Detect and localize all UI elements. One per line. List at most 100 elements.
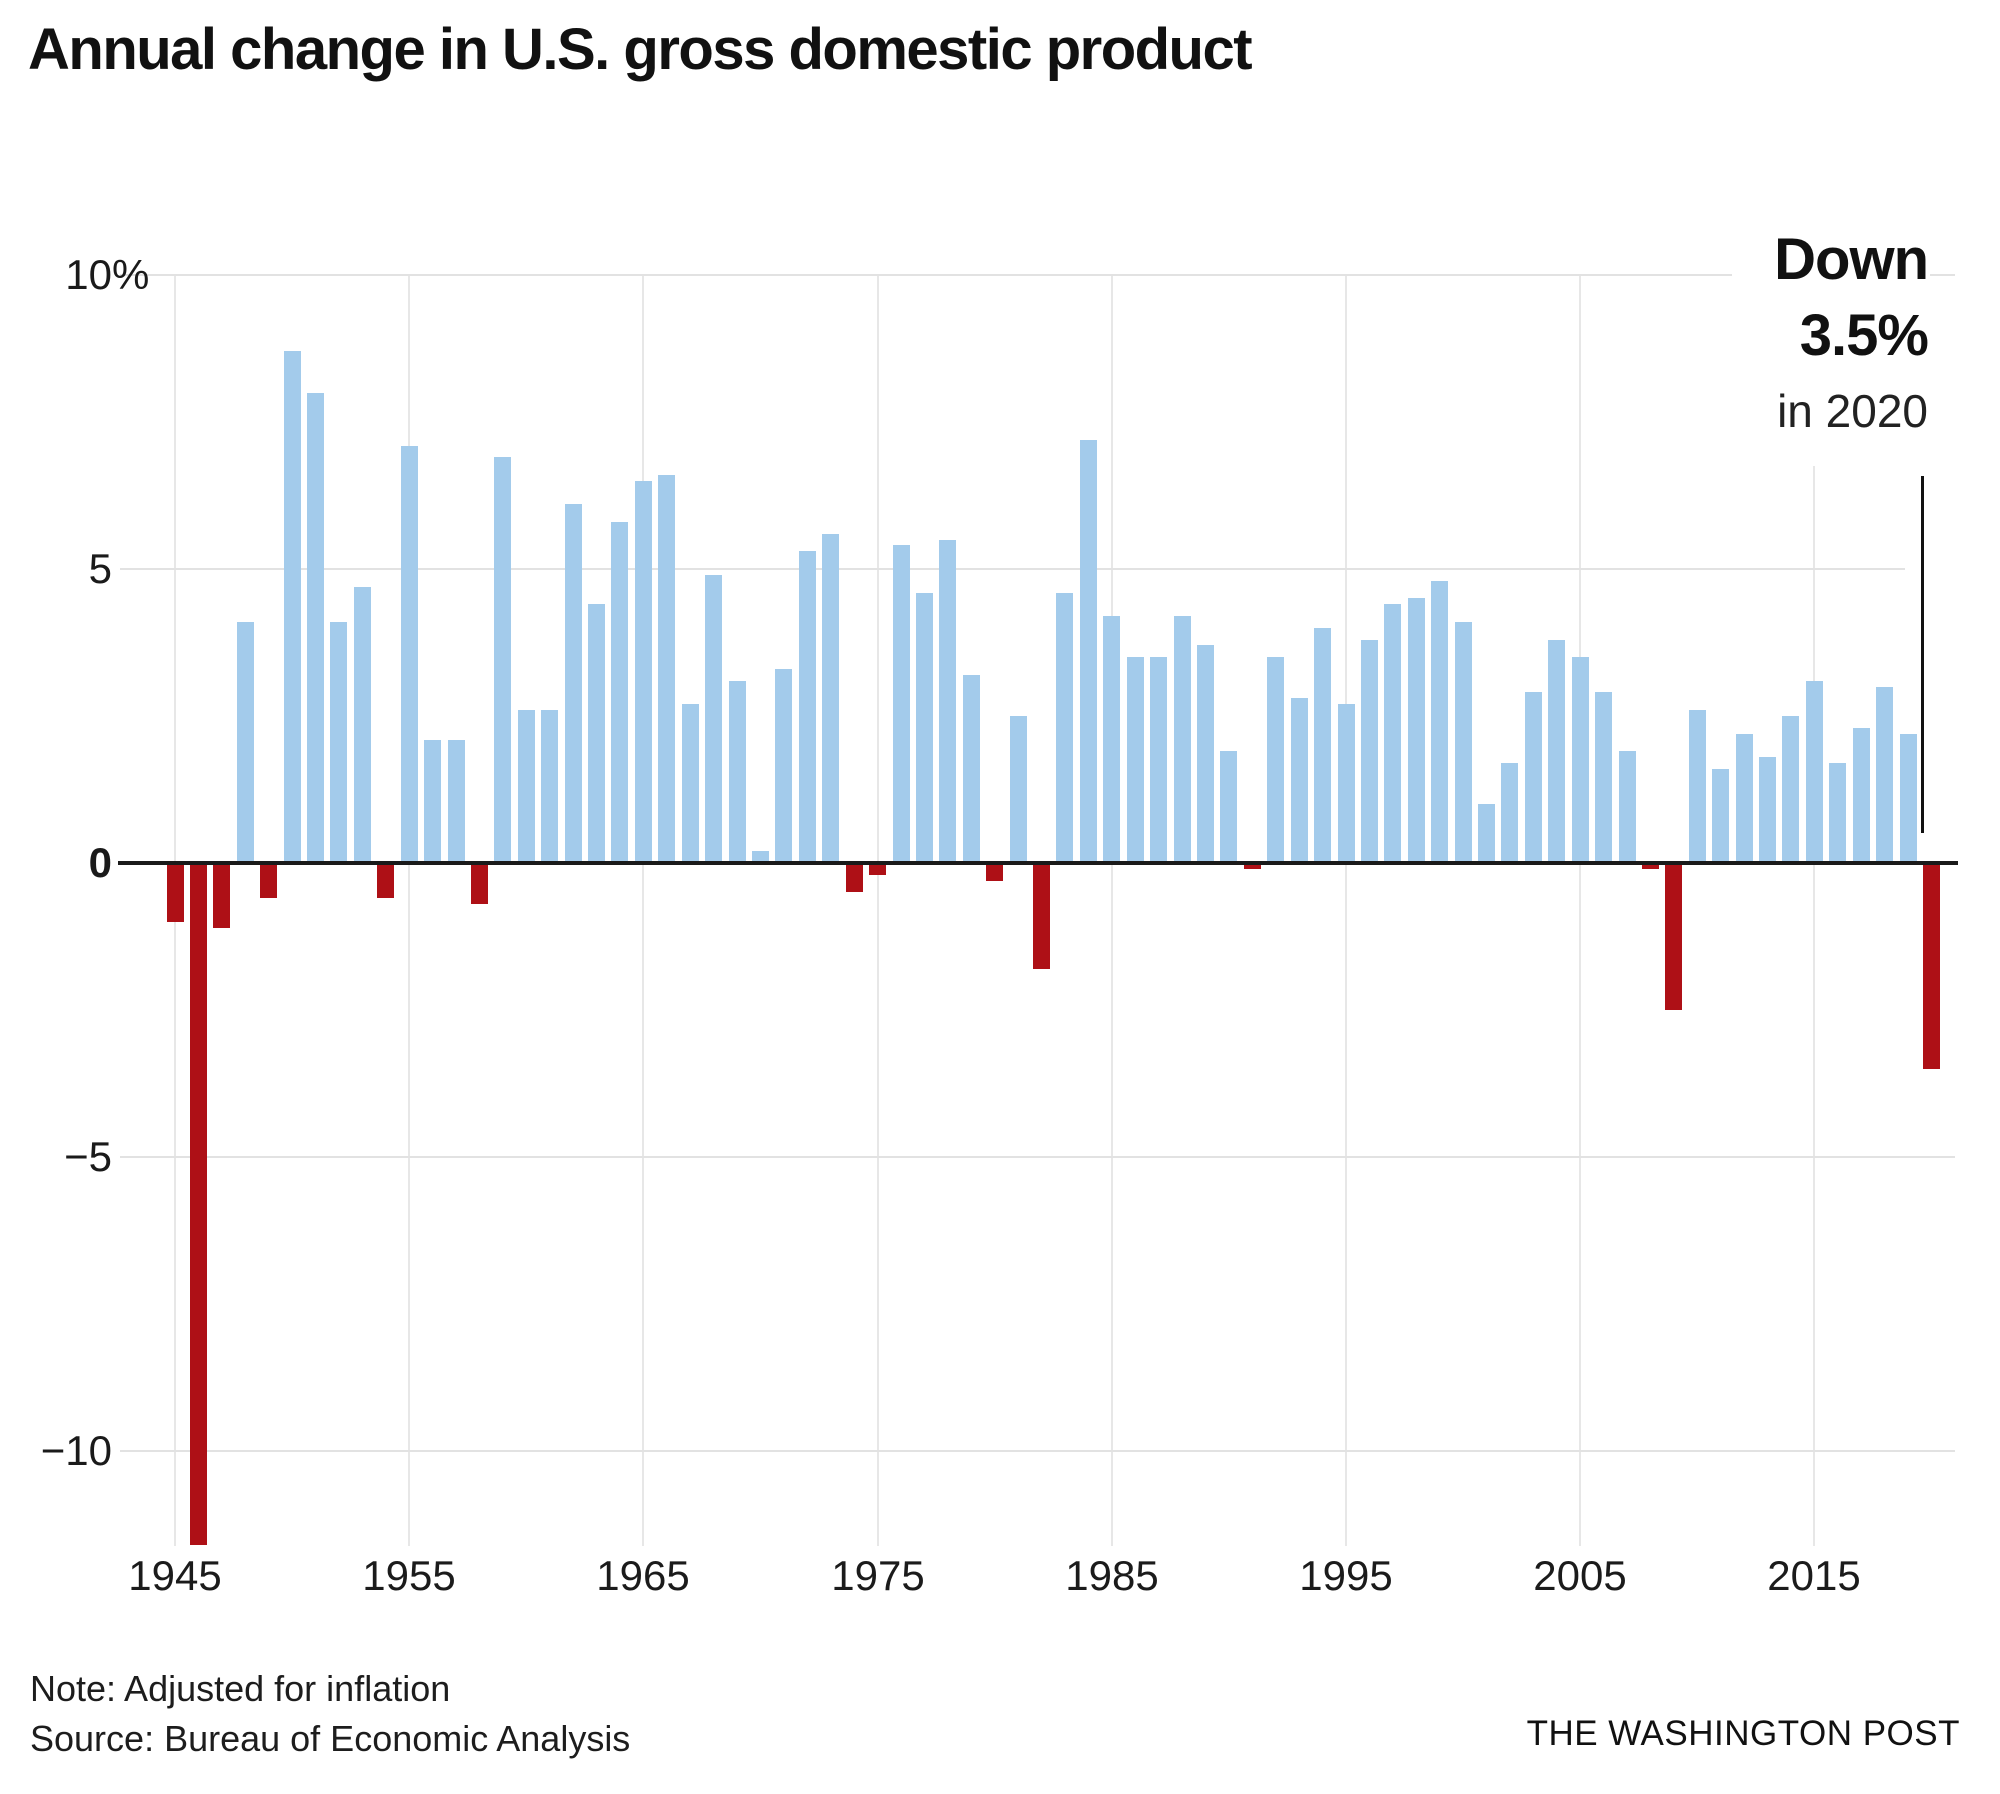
gdp-bar-2004 bbox=[1548, 640, 1565, 863]
gdp-bar-1956 bbox=[424, 740, 441, 863]
gdp-bar-2018 bbox=[1876, 687, 1893, 863]
gdp-bar-2016 bbox=[1829, 763, 1846, 863]
gdp-bar-1973 bbox=[822, 534, 839, 863]
y-axis-label-0: 0 bbox=[88, 839, 112, 886]
gdp-bar-1969 bbox=[729, 681, 746, 863]
gdp-bar-1983 bbox=[1056, 593, 1073, 863]
gdp-bar-1998 bbox=[1408, 598, 1425, 863]
gdp-bar-1948 bbox=[237, 622, 254, 863]
gdp-bar-2005 bbox=[1572, 657, 1589, 863]
annotation-year: in 2020 bbox=[1777, 385, 1928, 437]
x-axis-label-1945: 1945 bbox=[128, 1552, 222, 1599]
gdp-bar-1994 bbox=[1314, 628, 1331, 863]
gdp-bar-2013 bbox=[1759, 757, 1776, 863]
gdp-bar-2006 bbox=[1595, 692, 1612, 863]
gdp-bar-1986 bbox=[1127, 657, 1144, 863]
gdp-bar-1979 bbox=[963, 675, 980, 863]
gdp-bar-1995 bbox=[1338, 704, 1355, 863]
gridline--10pct bbox=[120, 1450, 1955, 1452]
gdp-bar-1949 bbox=[260, 863, 277, 898]
gdp-bar-1997 bbox=[1384, 604, 1401, 863]
zero-baseline bbox=[118, 861, 1958, 865]
chart-title: Annual change in U.S. gross domestic pro… bbox=[28, 17, 1253, 82]
x-axis-label-1955: 1955 bbox=[362, 1552, 456, 1599]
gdp-bar-1965 bbox=[635, 481, 652, 863]
gdp-bar-1981 bbox=[1010, 716, 1027, 863]
gdp-bar-1996 bbox=[1361, 640, 1378, 863]
annotation-direction: Down bbox=[1774, 227, 1929, 292]
vertical-gridline-1955 bbox=[408, 275, 410, 1546]
vertical-gridline-1965 bbox=[642, 275, 644, 1546]
gdp-bar-2007 bbox=[1619, 751, 1636, 863]
gdp-bar-1964 bbox=[611, 522, 628, 863]
gdp-bar-2009 bbox=[1665, 863, 1682, 1010]
gdp-bar-1991 bbox=[1244, 863, 1261, 869]
gdp-bar-1950 bbox=[284, 351, 301, 863]
gdp-bar-1982 bbox=[1033, 863, 1050, 969]
y-axis-label-10: 10% bbox=[65, 251, 150, 298]
gdp-bar-2008 bbox=[1642, 863, 1659, 869]
annotation-leader-line bbox=[1921, 476, 1924, 833]
source-text: Source: Bureau of Economic Analysis bbox=[30, 1718, 631, 1759]
vertical-gridline-1975 bbox=[877, 275, 879, 1546]
gdp-bar-2003 bbox=[1525, 692, 1542, 863]
gdp-bar-1968 bbox=[705, 575, 722, 863]
annotation-down-2020: Down 3.5% in 2020 bbox=[1732, 186, 1930, 466]
gdp-bar-2011 bbox=[1712, 769, 1729, 863]
gdp-bar-1984 bbox=[1080, 440, 1097, 863]
gdp-bar-1971 bbox=[775, 669, 792, 863]
gdp-bar-1977 bbox=[916, 593, 933, 863]
gdp-bar-1988 bbox=[1174, 616, 1191, 863]
gdp-bar-1955 bbox=[401, 446, 418, 863]
gdp-bar-1967 bbox=[682, 704, 699, 863]
gdp-bar-2001 bbox=[1478, 804, 1495, 863]
gdp-bar-1990 bbox=[1220, 751, 1237, 863]
note-text: Note: Adjusted for inflation bbox=[30, 1668, 451, 1709]
gdp-bar-2015 bbox=[1806, 681, 1823, 863]
gdp-bar-1954 bbox=[377, 863, 394, 898]
gdp-bar-2010 bbox=[1689, 710, 1706, 863]
vertical-gridline-2005 bbox=[1579, 275, 1581, 1546]
gdp-bar-1980 bbox=[986, 863, 1003, 881]
gdp-bar-1974 bbox=[846, 863, 863, 892]
gdp-bar-1963 bbox=[588, 604, 605, 863]
x-axis-label-1995: 1995 bbox=[1299, 1552, 1393, 1599]
vertical-gridline-1995 bbox=[1345, 275, 1347, 1546]
gdp-bar-1993 bbox=[1291, 698, 1308, 863]
x-axis-label-1965: 1965 bbox=[596, 1552, 690, 1599]
gdp-bar-2017 bbox=[1853, 728, 1870, 863]
gdp-bar-2020 bbox=[1923, 863, 1940, 1069]
gdp-bar-1999 bbox=[1431, 581, 1448, 863]
y-axis-label--5: −5 bbox=[64, 1133, 112, 1180]
gdp-bar-1952 bbox=[330, 622, 347, 863]
gdp-bar-1951 bbox=[307, 393, 324, 863]
gdp-bar-2019 bbox=[1900, 734, 1917, 863]
x-axis-label-2015: 2015 bbox=[1767, 1552, 1861, 1599]
y-axis-label-5: 5 bbox=[88, 545, 112, 592]
gdp-bar-1957 bbox=[448, 740, 465, 863]
vertical-gridline-2015 bbox=[1813, 275, 1815, 1546]
gdp-bar-2014 bbox=[1782, 716, 1799, 863]
gdp-bar-2002 bbox=[1501, 763, 1518, 863]
gdp-bar-1985 bbox=[1103, 616, 1120, 863]
gdp-bar-1970 bbox=[752, 851, 769, 863]
gdp-bar-1966 bbox=[658, 475, 675, 863]
gdp-bar-1945 bbox=[167, 863, 184, 922]
gdp-bar-1972 bbox=[799, 551, 816, 863]
gridline--5pct bbox=[120, 1156, 1955, 1158]
gdp-bar-1962 bbox=[565, 504, 582, 863]
annotation-value: 3.5% bbox=[1799, 303, 1929, 368]
gdp-bar-1987 bbox=[1150, 657, 1167, 863]
gdp-bar-1975 bbox=[869, 863, 886, 875]
gdp-bar-1947 bbox=[213, 863, 230, 928]
gridline-10pct bbox=[120, 274, 1955, 276]
gdp-bar-1946 bbox=[190, 863, 207, 1545]
vertical-gridline-1985 bbox=[1111, 275, 1113, 1546]
gdp-bar-1989 bbox=[1197, 645, 1214, 863]
gdp-bar-1961 bbox=[541, 710, 558, 863]
gdp-bar-2012 bbox=[1736, 734, 1753, 863]
gdp-bar-1959 bbox=[494, 457, 511, 863]
gdp-bar-1992 bbox=[1267, 657, 1284, 863]
footnote-block: Note: Adjusted for inflation Source: Bur… bbox=[30, 1664, 630, 1764]
